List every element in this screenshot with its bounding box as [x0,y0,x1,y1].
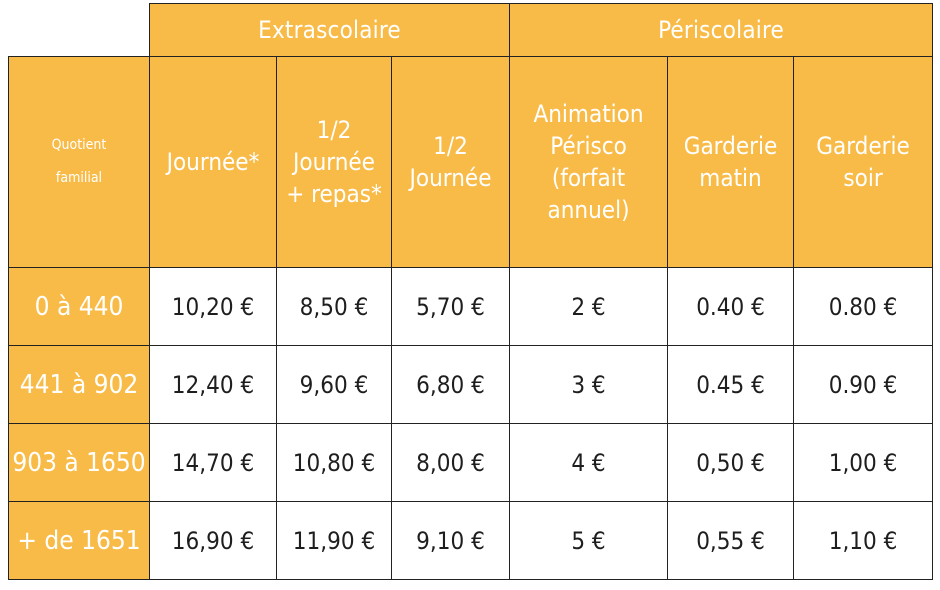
empty-corner-cell [8,3,150,57]
price-cell: 0.45 € [667,345,795,424]
column-header-line: Garderie [683,132,778,160]
tarifs-table: Extrascolaire Périscolaire Quotient fami… [8,3,934,580]
familial-label: familial [55,170,103,186]
column-header-line: + repas* [286,180,382,208]
column-header-line: (forfait [551,164,626,192]
price-cell: 0,55 € [667,501,795,580]
price-cell: 16,90 € [149,501,277,580]
column-header-line: soir [843,164,883,192]
price-cell: 14,70 € [149,423,277,502]
column-header-line: Journée* [166,148,260,176]
price-cell: 9,10 € [390,501,511,580]
price-cell: 4 € [509,423,669,502]
price-cell: 0,50 € [667,423,795,502]
quotient-familial-header: Quotient familial [8,56,150,268]
price-cell: 5 € [509,501,669,580]
row-header-quotient: 441 à 902 [8,345,150,424]
group-header-periscolaire: Périscolaire [509,3,934,57]
row-header-quotient: 903 à 1650 [8,423,150,502]
price-cell: 0.40 € [667,267,795,346]
price-cell: 8,50 € [276,267,392,346]
column-header-line: Journée [293,148,375,176]
price-cell: 2 € [509,267,669,346]
price-cell: 8,00 € [390,423,511,502]
price-cell: 10,80 € [276,423,392,502]
column-header-animation-perisco: Animation Périsco (forfait annuel) [509,56,669,268]
table-row: 441 à 902 12,40 € 9,60 € 6,80 € 3 € 0.45… [8,345,934,424]
column-header-row: Quotient familial Journée* 1/2 Journée +… [8,56,934,268]
price-cell: 9,60 € [276,345,392,424]
group-header-row: Extrascolaire Périscolaire [8,3,934,57]
column-header-line: Périsco [550,132,627,160]
column-header-demi-journee-repas: 1/2 Journée + repas* [276,56,392,268]
column-header-line: 1/2 [433,132,468,160]
quotient-label: Quotient [51,137,107,153]
price-cell: 1,10 € [793,501,934,580]
group-header-extrascolaire: Extrascolaire [148,3,511,57]
row-header-quotient: 0 à 440 [8,267,150,346]
row-header-quotient: + de 1651 [8,501,150,580]
column-header-journee: Journée* [149,56,277,268]
price-cell: 6,80 € [390,345,511,424]
column-header-line: Garderie [816,132,910,160]
column-header-line: annuel) [547,196,630,224]
column-header-line: matin [699,164,762,192]
column-header-garderie-matin: Garderie matin [667,56,795,268]
column-header-line: 1/2 [316,116,352,144]
price-cell: 12,40 € [149,345,277,424]
column-header-demi-journee: 1/2 Journée [390,56,511,268]
table-row: 0 à 440 10,20 € 8,50 € 5,70 € 2 € 0.40 €… [8,267,934,346]
table-row: 903 à 1650 14,70 € 10,80 € 8,00 € 4 € 0,… [8,423,934,502]
price-cell: 3 € [509,345,669,424]
column-header-garderie-soir: Garderie soir [793,56,934,268]
price-cell: 11,90 € [276,501,392,580]
price-cell: 1,00 € [793,423,934,502]
column-header-line: Journée [409,164,492,192]
price-cell: 10,20 € [149,267,277,346]
price-cell: 0.90 € [793,345,934,424]
price-cell: 5,70 € [390,267,511,346]
price-cell: 0.80 € [793,267,934,346]
column-header-line: Animation [533,100,644,128]
table-row: + de 1651 16,90 € 11,90 € 9,10 € 5 € 0,5… [8,501,934,580]
